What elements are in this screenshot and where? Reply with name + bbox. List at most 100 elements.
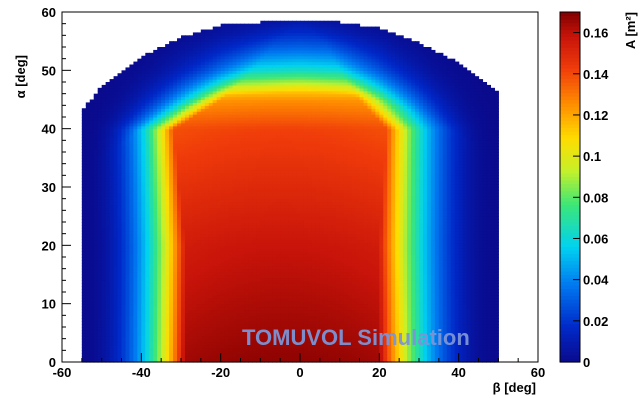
heatmap-cell <box>97 239 103 244</box>
heatmap-cell <box>196 125 202 130</box>
heatmap-cell <box>93 163 99 168</box>
heatmap-cell <box>192 166 198 171</box>
heatmap-cell <box>137 297 142 302</box>
heatmap-cell <box>208 306 214 311</box>
heatmap-cell <box>240 79 246 83</box>
heatmap-cell <box>256 140 261 144</box>
heatmap-cell <box>161 262 166 267</box>
heatmap-cell <box>228 146 234 150</box>
heatmap-cell <box>224 32 230 36</box>
heatmap-cell <box>252 222 257 226</box>
heatmap-cell <box>145 207 150 211</box>
heatmap-cell <box>264 265 269 270</box>
heatmap-cell <box>196 163 202 168</box>
heatmap-cell <box>153 259 158 264</box>
heatmap-cell <box>105 254 111 258</box>
heatmap-cell <box>212 338 218 343</box>
heatmap-cell <box>248 251 253 255</box>
heatmap-cell <box>81 216 87 220</box>
heatmap-cell <box>117 309 123 314</box>
heatmap-cell <box>81 222 87 226</box>
heatmap-cell <box>133 87 138 92</box>
heatmap-cell <box>192 268 198 273</box>
heatmap-cell <box>252 207 257 211</box>
heatmap-cell <box>240 125 246 130</box>
heatmap-cell <box>260 20 265 25</box>
heatmap-cell <box>81 324 87 328</box>
heatmap-cell <box>260 251 265 255</box>
heatmap-cell <box>169 93 174 98</box>
heatmap-cell <box>196 344 202 349</box>
heatmap-cell <box>240 315 246 319</box>
heatmap-cell <box>125 224 131 229</box>
heatmap-cell <box>252 335 257 340</box>
heatmap-cell <box>161 204 166 209</box>
heatmap-cell <box>85 280 91 284</box>
heatmap-cell <box>204 38 210 42</box>
heatmap-cell <box>93 93 99 98</box>
heatmap-cell <box>101 119 107 124</box>
heatmap-cell <box>93 99 99 104</box>
heatmap-cell <box>192 286 198 290</box>
heatmap-cell <box>81 163 87 168</box>
heatmap-cell <box>200 108 206 112</box>
heatmap-cell <box>252 216 257 220</box>
heatmap-cell <box>81 117 87 121</box>
heatmap-cell <box>173 192 178 197</box>
heatmap-cell <box>153 198 158 203</box>
heatmap-cell <box>260 172 265 176</box>
heatmap-cell <box>196 41 202 45</box>
heatmap-cell <box>260 321 265 325</box>
heatmap-cell <box>181 274 186 279</box>
heatmap-cell <box>129 146 134 150</box>
heatmap-cell <box>173 315 178 319</box>
heatmap-cell <box>181 38 186 42</box>
heatmap-cell <box>101 312 107 316</box>
heatmap-cell <box>177 117 182 121</box>
heatmap-cell <box>196 178 202 182</box>
heatmap-cell <box>232 61 238 66</box>
heatmap-cell <box>236 283 242 287</box>
heatmap-cell <box>260 222 265 226</box>
heatmap-cell <box>161 344 166 349</box>
heatmap-cell <box>101 134 107 139</box>
heatmap-cell <box>109 82 115 86</box>
heatmap-cell <box>188 227 194 232</box>
heatmap-cell <box>125 239 131 244</box>
heatmap-cell <box>81 160 87 165</box>
heatmap-cell <box>181 262 186 267</box>
heatmap-cell <box>153 82 158 86</box>
heatmap-cell <box>113 268 119 273</box>
heatmap-cell <box>165 198 170 203</box>
heatmap-cell <box>97 294 103 299</box>
heatmap-cell <box>109 195 115 200</box>
heatmap-cell <box>165 224 170 229</box>
heatmap-cell <box>137 259 142 264</box>
heatmap-cell <box>208 49 214 54</box>
heatmap-cell <box>196 210 202 214</box>
heatmap-cell <box>228 201 234 206</box>
heatmap-cell <box>216 198 222 203</box>
heatmap-cell <box>200 32 206 36</box>
heatmap-cell <box>192 198 198 203</box>
heatmap-cell <box>216 332 222 337</box>
heatmap-cell <box>181 49 186 54</box>
heatmap-cell <box>184 216 190 220</box>
heatmap-cell <box>260 309 265 314</box>
heatmap-cell <box>173 70 178 74</box>
heatmap-cell <box>133 90 138 95</box>
heatmap-cell <box>232 210 238 214</box>
heatmap-cell <box>220 96 226 101</box>
heatmap-cell <box>232 58 238 63</box>
heatmap-cell <box>204 227 210 232</box>
heatmap-cell <box>93 254 99 258</box>
heatmap-cell <box>141 119 146 124</box>
heatmap-cell <box>236 111 242 115</box>
heatmap-cell <box>93 216 99 220</box>
heatmap-cell <box>196 187 202 191</box>
heatmap-cell <box>105 315 111 319</box>
heatmap-cell <box>133 178 138 182</box>
heatmap-cell <box>216 187 222 191</box>
heatmap-cell <box>157 251 162 255</box>
heatmap-cell <box>85 230 91 235</box>
